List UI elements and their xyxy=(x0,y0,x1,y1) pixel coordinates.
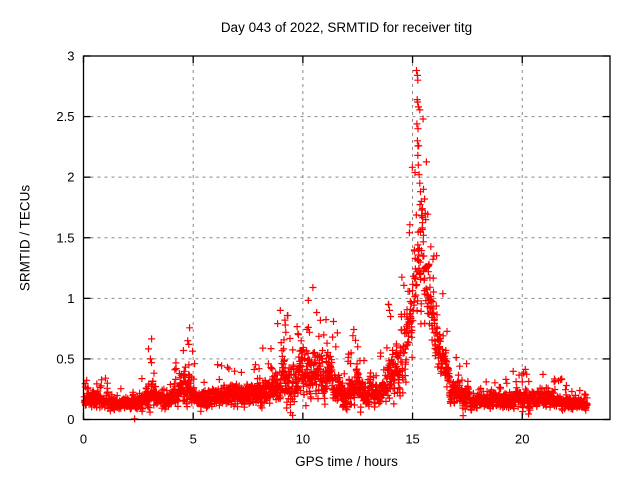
x-tick-label: 0 xyxy=(80,432,87,447)
y-tick-label: 1.5 xyxy=(56,230,74,245)
chart-title: Day 043 of 2022, SRMTID for receiver tit… xyxy=(220,20,473,35)
y-tick-label: 1 xyxy=(67,291,74,306)
x-axis-label: GPS time / hours xyxy=(295,454,398,469)
y-tick-label: 3 xyxy=(67,49,74,64)
x-tick-label: 15 xyxy=(405,432,419,447)
y-tick-label: 2.5 xyxy=(56,109,74,124)
x-tick-label: 20 xyxy=(515,432,529,447)
x-tick-label: 5 xyxy=(190,432,197,447)
y-tick-label: 2 xyxy=(67,170,74,185)
scatter-points xyxy=(80,67,591,423)
y-tick-label: 0.5 xyxy=(56,351,74,366)
x-tick-label: 10 xyxy=(296,432,310,447)
y-tick-label: 0 xyxy=(67,412,74,427)
